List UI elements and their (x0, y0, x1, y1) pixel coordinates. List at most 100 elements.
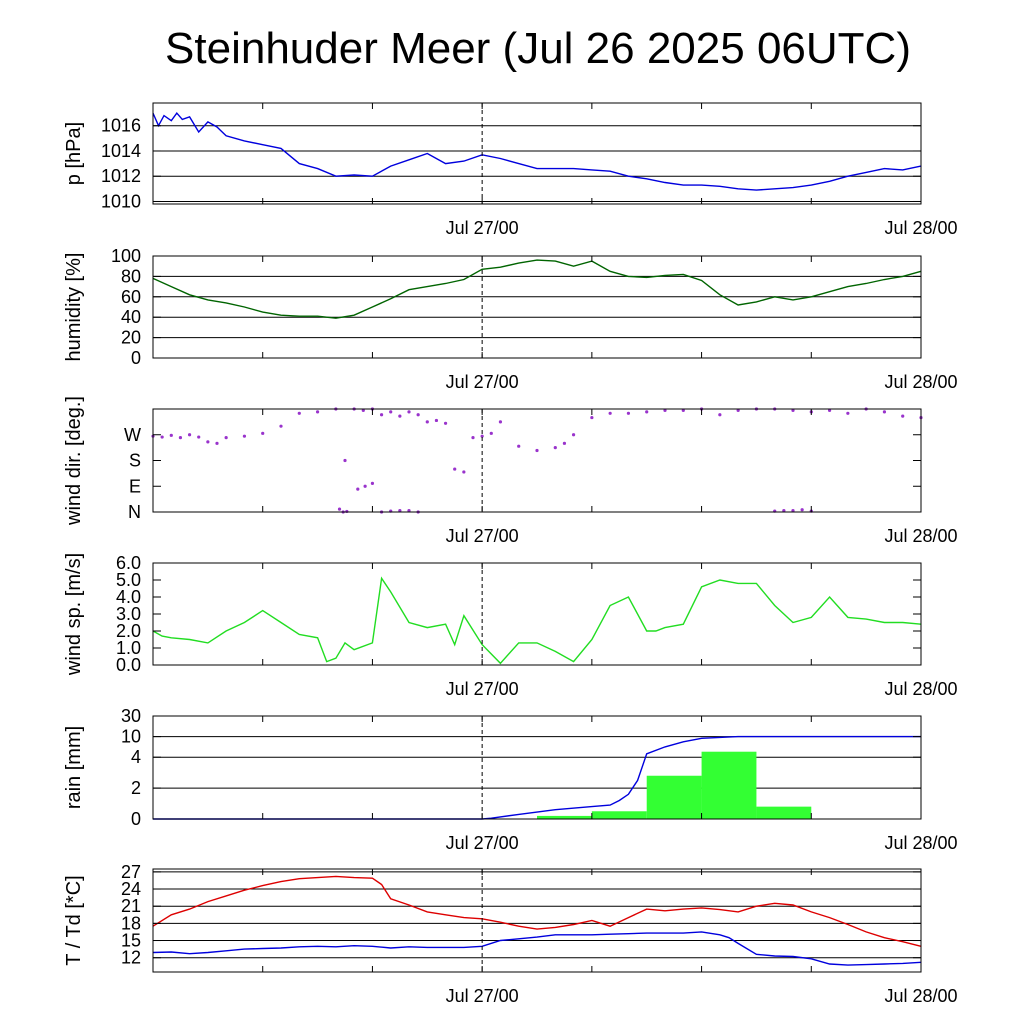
wind-direction-point (187, 433, 192, 437)
y-axis-label: wind dir. [deg.] (63, 396, 85, 526)
wind-direction-point (169, 433, 173, 437)
wind-direction-point (363, 484, 367, 488)
wind-direction-point (517, 444, 521, 448)
y-tick-label: 1010 (101, 191, 141, 211)
y-tick-label: N (128, 502, 141, 522)
panel-frame (152, 102, 922, 205)
x-tick-label: Jul 28/00 (884, 986, 957, 1006)
wind-direction-point (571, 433, 576, 437)
wind-direction-point (407, 508, 411, 513)
wind-direction-point (279, 424, 283, 428)
y-tick-label: 0.0 (116, 655, 141, 675)
y-tick-label: 20 (121, 328, 141, 348)
wind-direction-point (261, 431, 265, 435)
y-tick-label: 6.0 (116, 553, 141, 573)
series-line-1 (152, 875, 922, 947)
y-tick-label: 30 (121, 706, 141, 726)
x-tick-label: Jul 27/00 (446, 986, 519, 1006)
wind-direction-point (827, 408, 832, 413)
y-tick-label: 5.0 (116, 570, 141, 590)
y-tick-label: 0 (131, 809, 141, 829)
y-tick-label: 1.0 (116, 638, 141, 658)
wind-direction-point (791, 508, 795, 513)
wind-direction-point (416, 413, 420, 417)
wind-direction-point (242, 434, 247, 438)
wind-direction-point (337, 507, 342, 511)
series-line-2 (152, 931, 922, 966)
y-axis-label: rain [mm] (63, 726, 85, 809)
y-tick-label: 0 (131, 348, 141, 368)
y-tick-label: 10 (121, 727, 141, 747)
y-tick-label: 24 (121, 879, 141, 899)
y-tick-label: E (129, 476, 141, 496)
wind-direction-point (453, 467, 457, 471)
wind-direction-point (425, 420, 429, 424)
wind-direction-point (160, 435, 164, 439)
panel-frame (152, 715, 922, 820)
wind-direction-point (343, 458, 347, 463)
wind-direction-point (562, 441, 567, 445)
series-line-1 (153, 735, 921, 820)
wind-direction-point (297, 411, 301, 415)
wind-direction-point (345, 509, 349, 514)
series-line-1 (152, 576, 922, 665)
y-tick-label: 60 (121, 287, 141, 307)
wind-direction-point (718, 413, 722, 417)
wind-direction-point (535, 448, 539, 453)
y-tick-label: 1014 (101, 141, 141, 161)
x-tick-label: Jul 27/00 (446, 372, 519, 392)
x-tick-label: Jul 28/00 (884, 526, 957, 546)
wind-direction-point (736, 408, 740, 413)
wind-direction-point (398, 508, 402, 513)
wind-direction-point (489, 431, 493, 435)
wind-direction-point (645, 410, 649, 414)
y-axis-label: T / Td [*C] (63, 875, 85, 965)
wind-direction-point (800, 508, 804, 512)
wind-direction-point (356, 487, 360, 491)
wind-direction-point (626, 411, 631, 415)
rain-bar (646, 775, 702, 819)
y-tick-label: W (124, 425, 141, 445)
y-tick-label: 1012 (101, 166, 141, 186)
wind-direction-point (407, 410, 411, 414)
y-tick-label: 1016 (101, 116, 141, 136)
y-tick-label: 40 (121, 307, 141, 327)
y-tick-label: 80 (121, 266, 141, 286)
y-tick-label: 4.0 (116, 587, 141, 607)
x-tick-label: Jul 27/00 (446, 833, 519, 853)
wind-direction-point (782, 508, 786, 513)
wind-direction-point (197, 435, 201, 439)
y-tick-label: 18 (121, 913, 141, 933)
y-tick-label: 12 (121, 948, 141, 968)
panel-frame (152, 408, 922, 513)
rain-bar (537, 815, 592, 819)
series-line-1 (152, 259, 922, 319)
wind-direction-point (224, 436, 228, 440)
wind-direction-point (379, 413, 384, 417)
y-tick-label: 27 (121, 862, 141, 882)
wind-direction-point (389, 410, 393, 414)
wind-direction-point (462, 470, 466, 474)
rain-bar (756, 806, 812, 819)
wind-direction-point (663, 408, 667, 413)
wind-direction-point (443, 421, 448, 425)
panel-frame (152, 868, 922, 973)
wind-direction-point (608, 411, 612, 415)
wind-direction-point (471, 436, 475, 440)
panel-frame (152, 255, 922, 359)
y-tick-label: 3.0 (116, 604, 141, 624)
wind-direction-point (206, 440, 210, 444)
y-axis-label: wind sp. [m/s] (63, 553, 85, 676)
y-tick-label: S (129, 451, 141, 471)
y-tick-label: 2.0 (116, 621, 141, 641)
y-tick-label: 21 (121, 896, 141, 916)
wind-direction-point (178, 436, 183, 440)
series-line-1 (152, 111, 922, 191)
wind-direction-point (846, 411, 850, 415)
y-tick-label: 4 (131, 747, 141, 767)
wind-direction-point (791, 408, 795, 413)
wind-direction-point (681, 408, 685, 413)
y-tick-label: 2 (131, 778, 141, 798)
rain-bar (591, 811, 647, 819)
x-tick-label: Jul 28/00 (884, 833, 957, 853)
